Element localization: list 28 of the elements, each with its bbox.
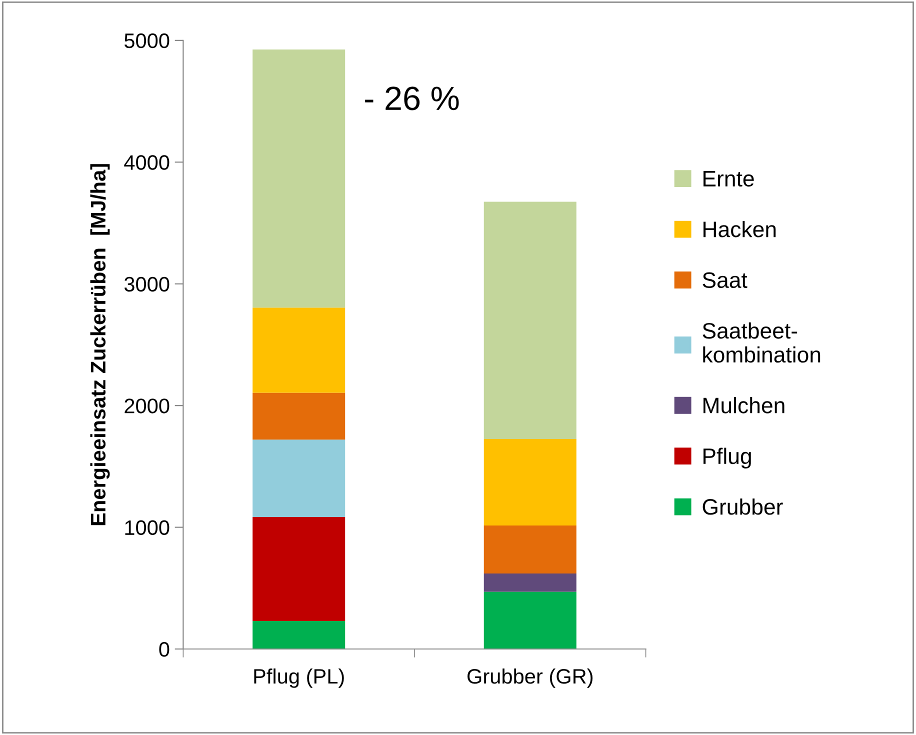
bar [484,592,576,650]
y-tick-label: 0 [159,642,170,657]
legend-label: Saat [702,272,748,288]
bar [484,202,576,440]
bar [252,392,346,440]
bar [252,50,346,308]
legend-label: Saatbeet- kombination [702,322,820,363]
y-tick-label: 3000 [124,276,170,292]
bar [484,574,576,592]
bar [252,308,346,393]
y-axis-title: Energieeinsatz Zuckerrüben [MJ/ha] [90,164,110,526]
bar [484,439,576,526]
annotation: - 26 % [365,86,459,110]
legend-label: Pflug [704,448,751,468]
legend-label: Mulchen [704,397,784,414]
legend-label: Ernte [704,171,754,187]
y-tick-label: 1000 [125,520,170,536]
y-tick-label: 2000 [124,398,170,414]
bar [484,525,576,574]
y-tick-label: 5000 [124,33,170,48]
bar [252,621,346,650]
x-tick-label: Pflug (PL) [254,668,344,688]
y-tick-label: 4000 [124,155,170,170]
legend-label: Grubber [702,498,783,515]
bar [252,516,346,622]
legend-label: Hacken [704,220,776,238]
x-tick-label: Grubber (GR) [468,668,593,688]
bar [252,440,346,517]
